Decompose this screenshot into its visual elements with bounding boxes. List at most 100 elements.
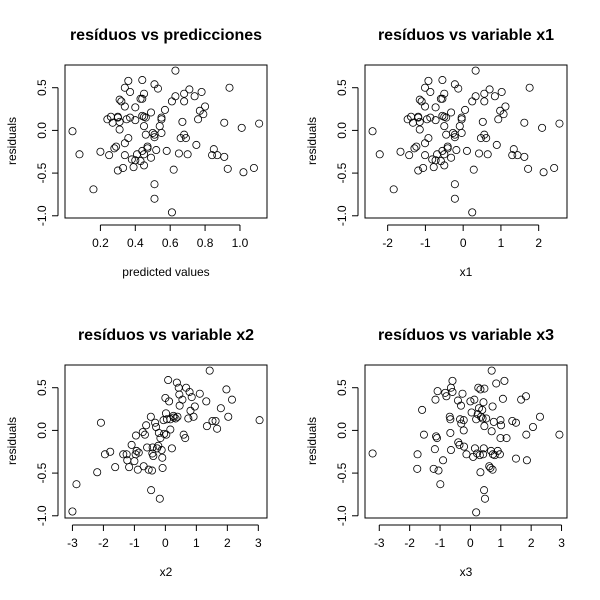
data-point [421,139,430,148]
data-point [160,105,169,114]
data-point [462,450,471,459]
data-point [446,383,455,392]
data-point [129,163,138,172]
data-point [535,412,544,421]
data-point [448,376,457,385]
data-point [154,428,163,437]
data-point [438,76,447,85]
data-point [555,430,564,439]
x-tick-label: 0.4 [127,236,144,250]
data-point [471,92,480,101]
data-point [478,414,487,423]
data-point [517,395,526,404]
data-point [405,151,414,160]
data-point [199,110,208,119]
data-point [106,447,115,456]
data-point [415,117,424,126]
data-point [216,404,225,413]
data-point [450,133,459,142]
data-point [501,102,510,111]
data-point [150,194,159,203]
data-point [497,421,506,430]
data-point [424,76,433,85]
data-point [509,145,518,154]
data-point [412,142,421,151]
data-point [93,468,102,477]
x-axis-label: x3 [460,565,473,579]
data-point [117,97,126,106]
data-point [174,383,183,392]
x-axis-label: predicted values [122,265,209,279]
data-point [130,457,139,466]
data-point [488,465,497,474]
y-tick-label: 0.5 [35,379,49,396]
data-point [470,395,479,404]
data-point [140,122,149,131]
data-point [550,163,559,172]
data-point [185,85,194,94]
data-point [414,166,423,175]
data-point [197,87,206,96]
data-point [122,450,131,459]
data-point [141,113,150,122]
data-point [448,387,457,396]
data-point [415,95,424,104]
x-tick-label: 0 [162,536,169,550]
x-tick-label: 0.2 [92,236,109,250]
data-point [119,450,128,459]
data-point [183,150,192,159]
data-point [140,430,149,439]
data-point [124,134,133,143]
data-point [434,466,443,475]
data-point [173,412,182,421]
data-point [442,113,451,122]
data-point [492,379,501,388]
data-point [155,122,164,131]
data-point [482,134,491,143]
data-point [454,84,463,93]
data-point [494,115,503,124]
data-point [459,426,468,435]
data-point [115,95,124,104]
data-point [184,414,193,423]
data-point [421,83,430,92]
data-point [126,113,135,122]
data-point [496,416,505,425]
data-point [490,92,499,101]
data-point [431,116,440,125]
x-tick-label: 0 [460,236,467,250]
data-point [469,165,478,174]
data-point [213,424,222,433]
data-point [209,145,218,154]
data-point [255,119,264,128]
data-point [68,507,77,516]
y-tick-label: -0.5 [35,462,49,483]
data-point [421,151,430,160]
data-point [140,89,149,98]
data-point [429,464,438,473]
data-point [440,161,449,170]
data-point [426,87,435,96]
data-point [208,151,217,160]
data-point [538,123,547,132]
data-point [139,462,148,471]
x-tick-label: -2 [404,536,415,550]
data-point [112,142,121,151]
x-tick-label: 1.0 [232,236,249,250]
data-point [499,110,508,119]
data-point [482,414,491,423]
data-point [189,412,198,421]
y-axis-label: residuals [5,417,19,465]
data-point [68,127,77,136]
data-point [138,94,147,103]
data-point [480,89,489,98]
data-point [474,383,483,392]
data-point [158,453,167,462]
x-tick-label: -3 [67,536,78,550]
data-point [167,444,176,453]
data-point [125,463,134,472]
data-point [151,418,160,427]
x-tick-label: 1 [497,536,504,550]
data-point [205,366,214,375]
data-point [417,97,426,106]
